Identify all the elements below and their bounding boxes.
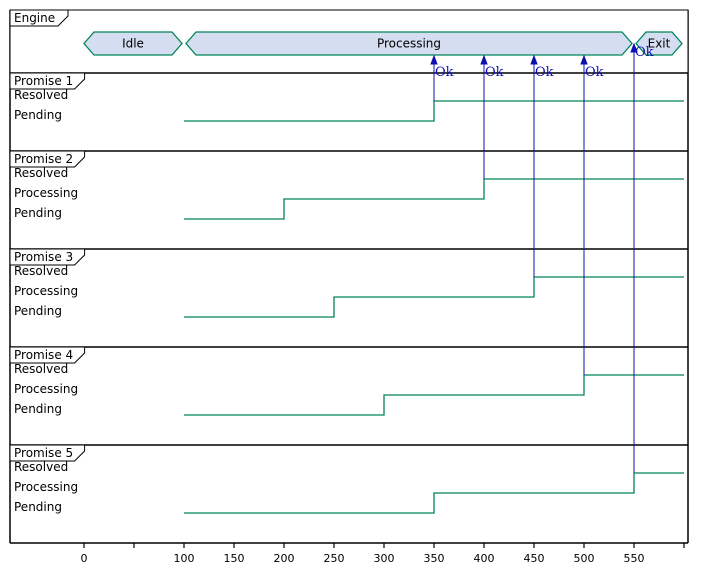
ok-message-5: Ok — [630, 42, 654, 473]
time-axis: 0 100 150 200 250 300 350 400 450 500 550 — [10, 542, 688, 565]
lane-title: Promise 3 — [14, 250, 73, 264]
ok-message-3: Ok — [530, 54, 554, 277]
promise-waveform — [184, 276, 684, 318]
state-label-processing: Processing — [14, 186, 78, 200]
state-label-resolved: Resolved — [14, 88, 68, 102]
arrow-head-icon — [430, 54, 438, 65]
state-label-pending: Pending — [14, 500, 62, 514]
axis-tick-label: 300 — [374, 552, 395, 565]
lane-title: Promise 1 — [14, 74, 73, 88]
state-label-pending: Pending — [14, 108, 62, 122]
arrow-head-icon — [480, 54, 488, 65]
engine-lane: Engine Idle Processing Exit — [9, 9, 689, 74]
axis-tick-label: 400 — [474, 552, 495, 565]
state-label-processing: Processing — [14, 284, 78, 298]
lane-title: Promise 5 — [14, 446, 73, 460]
state-label-resolved: Resolved — [14, 264, 68, 278]
messages: Ok Ok Ok Ok Ok — [430, 42, 654, 473]
promise-waveform — [184, 374, 684, 416]
lane-title: Promise 4 — [14, 348, 73, 362]
engine-state-label: Idle — [122, 37, 144, 51]
arrow-head-icon — [530, 54, 538, 65]
axis-tick-label: 350 — [424, 552, 445, 565]
lane-tag — [9, 9, 69, 27]
lane-tag — [9, 150, 86, 168]
engine-state-exit: Exit — [635, 31, 683, 56]
engine-state-outline — [83, 31, 183, 56]
engine-state-label: Processing — [377, 37, 441, 51]
engine-state-processing: Processing — [185, 31, 633, 56]
message-label: Ok — [585, 65, 604, 80]
axis-tick-label: 550 — [624, 552, 645, 565]
engine-state-fill — [636, 32, 682, 55]
engine-state-fill — [84, 32, 182, 55]
lane-tag — [9, 346, 86, 364]
message-label: Ok — [635, 45, 654, 60]
ok-message-1: Ok — [430, 54, 454, 101]
lane-title: Promise 2 — [14, 152, 73, 166]
promise-waveform — [184, 472, 684, 514]
state-label-pending: Pending — [14, 402, 62, 416]
state-label-pending: Pending — [14, 304, 62, 318]
axis-tick-label: 500 — [574, 552, 595, 565]
message-label: Ok — [435, 65, 454, 80]
promise-waveform — [184, 178, 684, 220]
axis-tick-label: 0 — [81, 552, 88, 565]
engine-state-outline — [635, 31, 683, 56]
engine-state-fill — [186, 32, 632, 55]
state-label-processing: Processing — [14, 480, 78, 494]
engine-state-label: Exit — [648, 37, 671, 51]
arrow-head-icon — [630, 42, 638, 53]
lane-tag — [9, 444, 86, 462]
axis-tick-label: 100 — [174, 552, 195, 565]
axis-tick-label: 250 — [324, 552, 345, 565]
axis-tick-label: 450 — [524, 552, 545, 565]
arrow-head-icon — [580, 54, 588, 65]
ok-message-4: Ok — [580, 54, 604, 375]
lane-title: Engine — [14, 11, 55, 25]
state-label-processing: Processing — [14, 382, 78, 396]
ok-message-2: Ok — [480, 54, 504, 179]
state-label-pending: Pending — [14, 206, 62, 220]
promise-waveform — [184, 100, 684, 122]
axis-tick-label: 150 — [224, 552, 245, 565]
message-label: Ok — [535, 65, 554, 80]
axis-tick-label: 200 — [274, 552, 295, 565]
engine-state-idle: Idle — [83, 31, 183, 56]
lane-tag — [9, 248, 86, 266]
state-label-resolved: Resolved — [14, 362, 68, 376]
lane-tag — [9, 72, 86, 90]
engine-state-outline — [185, 31, 633, 56]
state-label-resolved: Resolved — [14, 460, 68, 474]
state-label-resolved: Resolved — [14, 166, 68, 180]
message-label: Ok — [485, 65, 504, 80]
